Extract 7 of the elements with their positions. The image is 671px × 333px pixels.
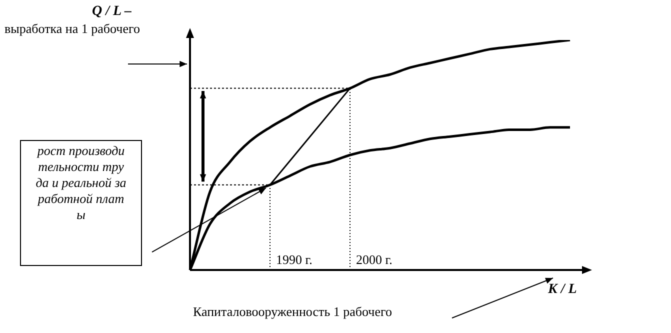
x-axis-title: K / L: [548, 282, 577, 298]
y-axis-title: Q / L –: [92, 4, 132, 20]
text: Капиталовооруженность 1 рабочего: [193, 304, 392, 320]
text: рост производительности труда и реальной заработной платы: [20, 140, 142, 266]
text: выработка на 1 рабочего: [4, 20, 140, 37]
annotation: 1990 г.: [276, 252, 312, 268]
annotation: 2000 г.: [356, 252, 392, 268]
